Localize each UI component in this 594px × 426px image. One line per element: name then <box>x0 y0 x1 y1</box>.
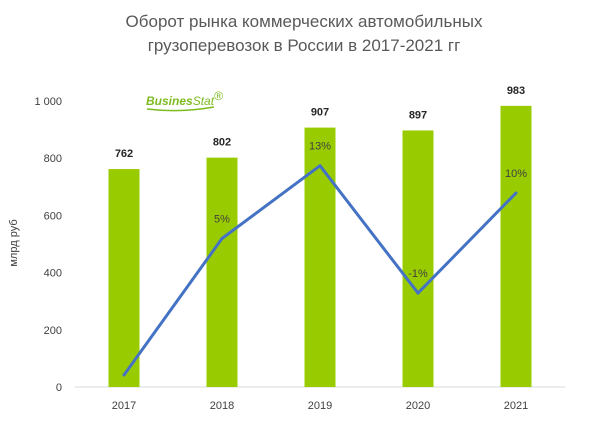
growth-line-series: 5% 13% -1% 10% <box>122 141 527 377</box>
x-axis-ticks: 2017 2018 2019 2020 2021 <box>112 400 528 412</box>
x-tick-label: 2018 <box>210 400 234 412</box>
y-axis-ticks: 0 200 400 600 800 1 000 <box>34 96 62 394</box>
x-tick-label: 2020 <box>406 400 430 412</box>
y-tick-label: 200 <box>44 325 62 337</box>
logo: BusinesStat® <box>146 89 223 112</box>
growth-point <box>220 237 224 240</box>
bars <box>108 105 532 388</box>
bar-value-label: 897 <box>409 109 427 121</box>
bar-2020 <box>402 130 434 387</box>
logo-swoosh <box>146 106 215 112</box>
x-tick-label: 2019 <box>308 400 332 412</box>
y-tick-label: 1 000 <box>34 96 62 108</box>
bar-value-label: 762 <box>115 148 133 160</box>
growth-label: -1% <box>408 268 428 280</box>
y-tick-label: 0 <box>56 382 62 394</box>
x-tick-label: 2017 <box>112 400 136 412</box>
bar-value-labels: 762 802 907 897 983 <box>115 85 525 160</box>
growth-label: 13% <box>309 141 331 153</box>
growth-point <box>416 291 420 295</box>
x-tick-label: 2021 <box>504 400 528 412</box>
chart-title-line-2: грузоперевозок в России в 2017-2021 гг <box>148 36 461 55</box>
bar-2018 <box>206 157 238 387</box>
y-tick-label: 400 <box>44 268 62 280</box>
growth-point <box>514 191 518 195</box>
growth-point <box>318 164 322 168</box>
y-axis-label: млрд руб <box>8 219 20 266</box>
logo-mark: ® <box>214 89 223 103</box>
bar-value-label: 907 <box>311 107 329 119</box>
growth-label: 10% <box>505 168 527 180</box>
bar-2019 <box>304 127 336 388</box>
logo-text-1: Busines <box>146 94 193 108</box>
logo-text-2: Stat <box>193 94 215 108</box>
bar-value-label: 802 <box>213 137 231 149</box>
y-tick-label: 800 <box>44 153 62 165</box>
bar-value-label: 983 <box>507 85 525 97</box>
bar-2017 <box>108 169 140 387</box>
chart-title-line-1: Оборот рынка коммерческих автомобильных <box>126 12 483 31</box>
y-tick-label: 600 <box>44 210 62 222</box>
growth-point <box>122 373 126 377</box>
bar-2021 <box>500 105 532 387</box>
svg-text:BusinesStat®: BusinesStat® <box>146 89 223 108</box>
growth-label: 5% <box>214 214 230 226</box>
